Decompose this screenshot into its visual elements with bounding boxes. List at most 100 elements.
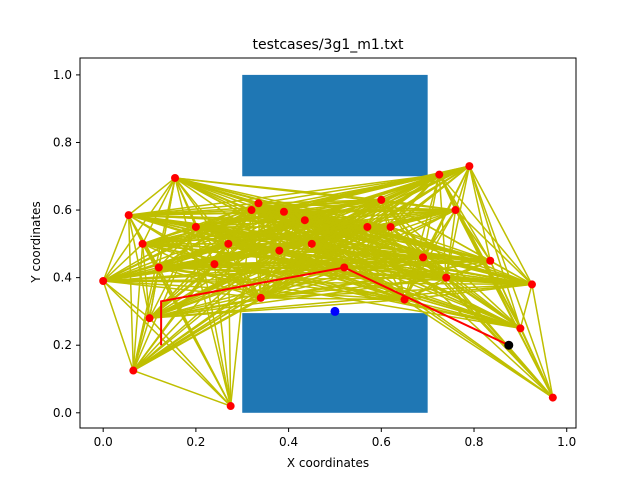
y-tick-label: 0.2	[53, 338, 72, 352]
roadmap-edge	[195, 226, 232, 407]
x-axis-title: X coordinates	[287, 456, 369, 470]
sample-point	[99, 277, 108, 286]
sample-point	[124, 211, 133, 220]
roadmap-edges	[102, 165, 554, 407]
sample-point	[226, 402, 235, 411]
roadmap-edge	[403, 209, 457, 300]
roadmap-edge	[283, 199, 382, 213]
roadmap-edge	[258, 173, 440, 205]
roadmap-edge	[454, 209, 491, 262]
obstacle-1	[242, 74, 428, 177]
sample-point	[516, 324, 525, 333]
roadmap-edge	[149, 266, 345, 319]
sample-point	[363, 222, 372, 231]
roadmap-edge	[148, 226, 197, 319]
sample-point	[419, 253, 428, 262]
roadmap-edge	[132, 243, 144, 371]
roadmap-edge	[380, 199, 491, 262]
roadmap-edge	[367, 226, 491, 262]
x-tick-label: 0.4	[279, 435, 298, 449]
x-tick-label: 1.0	[557, 435, 576, 449]
sample-point	[548, 393, 557, 402]
sample-point	[154, 263, 163, 272]
sample-point	[279, 207, 288, 216]
sample-point	[254, 199, 263, 208]
roadmap-edge	[445, 260, 491, 279]
roadmap-edge	[531, 284, 554, 398]
roadmap-edge	[367, 226, 533, 286]
roadmap-edge	[454, 165, 471, 211]
roadmap-edge	[149, 276, 447, 319]
sample-point	[256, 293, 265, 302]
y-tick-label: 0.0	[53, 406, 72, 420]
roadmap-edge	[445, 165, 471, 278]
sample-point	[224, 239, 233, 248]
goal-point	[330, 306, 340, 316]
roadmap-edge	[438, 174, 533, 285]
solution-path	[160, 266, 510, 347]
roadmap-edge	[102, 280, 151, 319]
roadmap-edge	[367, 226, 424, 259]
roadmap-edge	[127, 215, 135, 371]
y-axis-title: Y coordinates	[29, 201, 43, 283]
roadmap-edge	[102, 177, 176, 282]
roadmap-edge	[438, 174, 491, 262]
roadmap-edge	[149, 260, 491, 319]
roadmap-edge	[103, 280, 261, 299]
roadmap-edge	[454, 209, 554, 398]
roadmap-edge	[158, 266, 521, 330]
obstacle-2	[242, 313, 428, 413]
sample-point	[300, 216, 309, 225]
roadmap-edge	[227, 211, 285, 245]
sample-point	[191, 222, 200, 231]
sample-point	[451, 206, 460, 215]
roadmap-edge	[489, 260, 533, 286]
roadmap-edge	[158, 226, 197, 269]
y-tick-label: 0.8	[53, 135, 72, 149]
roadmap-edge	[132, 177, 176, 371]
sample-point	[377, 195, 386, 204]
sample-point	[527, 280, 536, 289]
roadmap-edge	[468, 165, 522, 329]
roadmap-edge	[128, 177, 176, 216]
sample-point	[210, 260, 219, 269]
roadmap-edge	[148, 267, 160, 319]
roadmap-edge	[367, 209, 456, 228]
roadmap-edge	[141, 243, 151, 319]
roadmap-edge	[141, 177, 176, 245]
roadmap-edge	[304, 209, 456, 221]
roadmap-edge	[228, 165, 470, 245]
roadmap-edge	[148, 317, 232, 407]
roadmap-edge	[519, 284, 533, 329]
sample-point	[386, 222, 395, 231]
roadmap-edge	[422, 209, 457, 258]
x-tick-label: 0.2	[186, 435, 205, 449]
x-tick-label: 0.8	[464, 435, 483, 449]
roadmap-edge	[133, 369, 231, 407]
roadmap-edge	[311, 243, 521, 330]
sample-point	[129, 366, 138, 375]
roadmap-edge	[158, 267, 232, 407]
roadmap-edge	[149, 226, 368, 319]
roadmap-edge	[195, 165, 470, 228]
roadmap-edge	[128, 173, 440, 216]
roadmap-edge	[390, 226, 491, 262]
roadmap-edge	[195, 226, 216, 265]
sample-point	[486, 256, 495, 265]
roadmap-edge	[149, 226, 391, 319]
roadmap-edge	[403, 174, 440, 300]
roadmap-edge	[102, 280, 135, 371]
sample-point	[435, 170, 444, 179]
roadmap-edge	[260, 297, 405, 301]
roadmap-edge	[228, 243, 447, 279]
roadmap-edge	[102, 214, 130, 282]
roadmap-edge	[213, 243, 229, 265]
sample-point	[247, 206, 256, 215]
roadmap-edge	[367, 165, 470, 228]
roadmap-edge	[228, 243, 521, 330]
plot-content	[99, 74, 557, 413]
roadmap-edge	[149, 283, 533, 319]
roadmap-edge	[132, 317, 151, 371]
roadmap-edge	[422, 256, 533, 286]
